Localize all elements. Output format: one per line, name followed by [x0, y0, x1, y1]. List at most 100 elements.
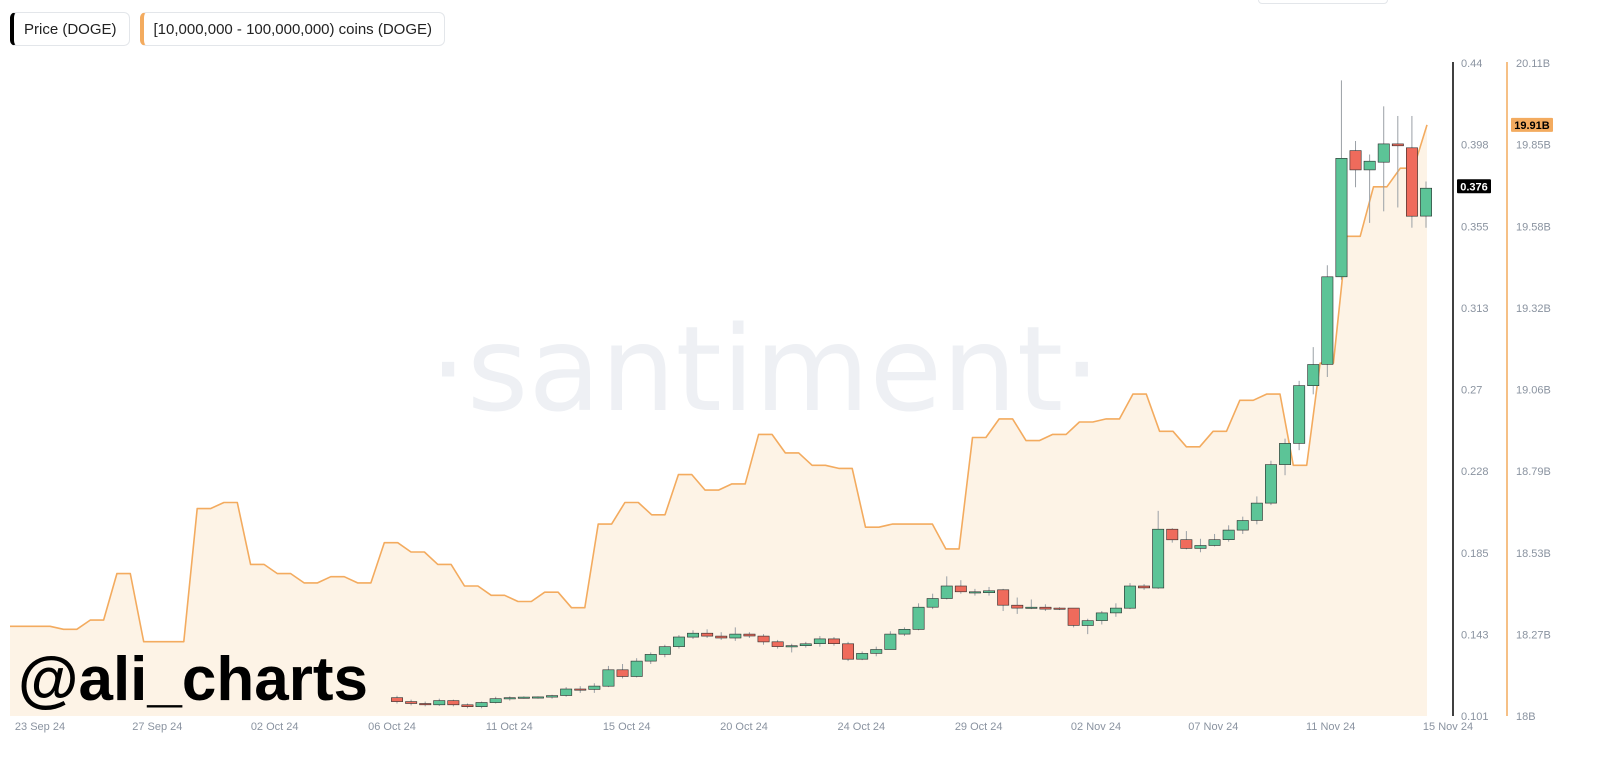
candle: [1335, 80, 1348, 280]
candle-body: [1406, 147, 1418, 217]
candle: [771, 639, 784, 649]
price-tick-label: 0.398: [1461, 140, 1489, 152]
candle-body: [1307, 364, 1320, 387]
candle-body: [1377, 143, 1390, 163]
candle-body: [1053, 607, 1066, 610]
candle-body: [983, 590, 996, 593]
holdings-tick-label: 19.58B: [1516, 221, 1551, 233]
candle-body: [574, 688, 587, 691]
candle: [1377, 106, 1390, 212]
x-tick-label: 02 Nov 24: [1071, 721, 1121, 733]
candle-body: [884, 633, 897, 650]
candle: [884, 631, 897, 650]
price-tick-label: 0.101: [1461, 711, 1489, 723]
candle: [1321, 265, 1334, 377]
candle-body: [1067, 607, 1080, 626]
candles-layer: [391, 80, 1433, 709]
candle-body: [856, 653, 869, 660]
candle-body: [870, 649, 883, 654]
price-tick-label: 0.44: [1461, 58, 1482, 70]
candle: [1279, 438, 1292, 476]
candle-body: [912, 606, 925, 630]
candle: [687, 630, 700, 639]
candle-body: [546, 695, 559, 698]
legend-label-price: Price (DOGE): [24, 20, 117, 38]
candle: [856, 651, 869, 661]
x-tick-label: 24 Oct 24: [837, 721, 885, 733]
candle-body: [842, 643, 855, 660]
holdings-tick-label: 18.53B: [1516, 548, 1551, 560]
candle: [546, 694, 559, 699]
candle: [1095, 611, 1108, 625]
candle: [1420, 181, 1433, 228]
candle: [1053, 607, 1066, 611]
candle-body: [419, 703, 432, 706]
chart-legend: Price (DOGE) [10,000,000 - 100,000,000) …: [10, 12, 446, 46]
candle: [616, 663, 629, 679]
holdings-tick-label: 19.85B: [1516, 140, 1551, 152]
watermark: ·santiment·: [429, 300, 1100, 438]
holdings-area: [10, 124, 1427, 716]
candle: [799, 641, 812, 648]
candle: [1166, 528, 1179, 543]
x-tick-label: 20 Oct 24: [720, 721, 768, 733]
candle-body: [560, 688, 573, 696]
candle: [842, 641, 855, 662]
candle: [630, 658, 643, 678]
candle-body: [1095, 612, 1108, 621]
candle-body: [1138, 585, 1151, 589]
candle-body: [1363, 160, 1376, 171]
candle-body: [1124, 585, 1136, 609]
candle: [1067, 607, 1080, 628]
current-price-badge: [1457, 179, 1491, 194]
x-tick-label: 29 Oct 24: [955, 721, 1003, 733]
x-tick-label: 07 Nov 24: [1188, 721, 1238, 733]
candle-body: [433, 700, 446, 706]
price-tick-label: 0.27: [1461, 385, 1482, 397]
candle-body: [461, 704, 474, 707]
candle-body: [616, 669, 629, 677]
candle-body: [405, 701, 418, 704]
candle: [1250, 496, 1263, 525]
candle: [870, 646, 883, 657]
x-tick-label: 23 Sep 24: [15, 721, 65, 733]
candle: [517, 696, 530, 699]
candle-body: [743, 633, 756, 637]
candle-body: [1236, 520, 1249, 531]
candle-body: [1279, 443, 1292, 465]
candle-body: [954, 585, 967, 593]
candle-body: [1391, 143, 1404, 147]
candle: [715, 632, 728, 640]
candle: [1222, 525, 1235, 542]
candle: [531, 696, 544, 699]
legend-item-price[interactable]: Price (DOGE): [10, 12, 130, 46]
price-tick-label: 0.228: [1461, 466, 1489, 478]
legend-item-holdings[interactable]: [10,000,000 - 100,000,000) coins (DOGE): [139, 12, 446, 46]
candle: [1194, 538, 1207, 553]
candle: [1406, 115, 1418, 228]
candle-body: [475, 702, 488, 707]
candle-body: [1110, 607, 1122, 614]
candle: [461, 703, 474, 709]
candle: [489, 696, 502, 704]
candle: [997, 588, 1010, 612]
candle: [912, 603, 925, 631]
candle: [1208, 533, 1221, 547]
candle: [503, 696, 516, 701]
candle: [574, 686, 587, 693]
candle: [1307, 347, 1320, 395]
candle-body: [644, 654, 657, 662]
candle: [588, 683, 601, 693]
candle: [419, 701, 432, 707]
candle-body: [391, 697, 403, 702]
candle-body: [1025, 606, 1038, 609]
candle: [602, 665, 615, 688]
candle: [658, 644, 671, 658]
candle-body: [1321, 276, 1334, 365]
x-tick-label: 11 Oct 24: [486, 721, 533, 733]
candle: [898, 627, 911, 637]
x-tick-label: 15 Nov 24: [1423, 721, 1473, 733]
candle: [785, 643, 798, 653]
candle-body: [1081, 620, 1094, 626]
